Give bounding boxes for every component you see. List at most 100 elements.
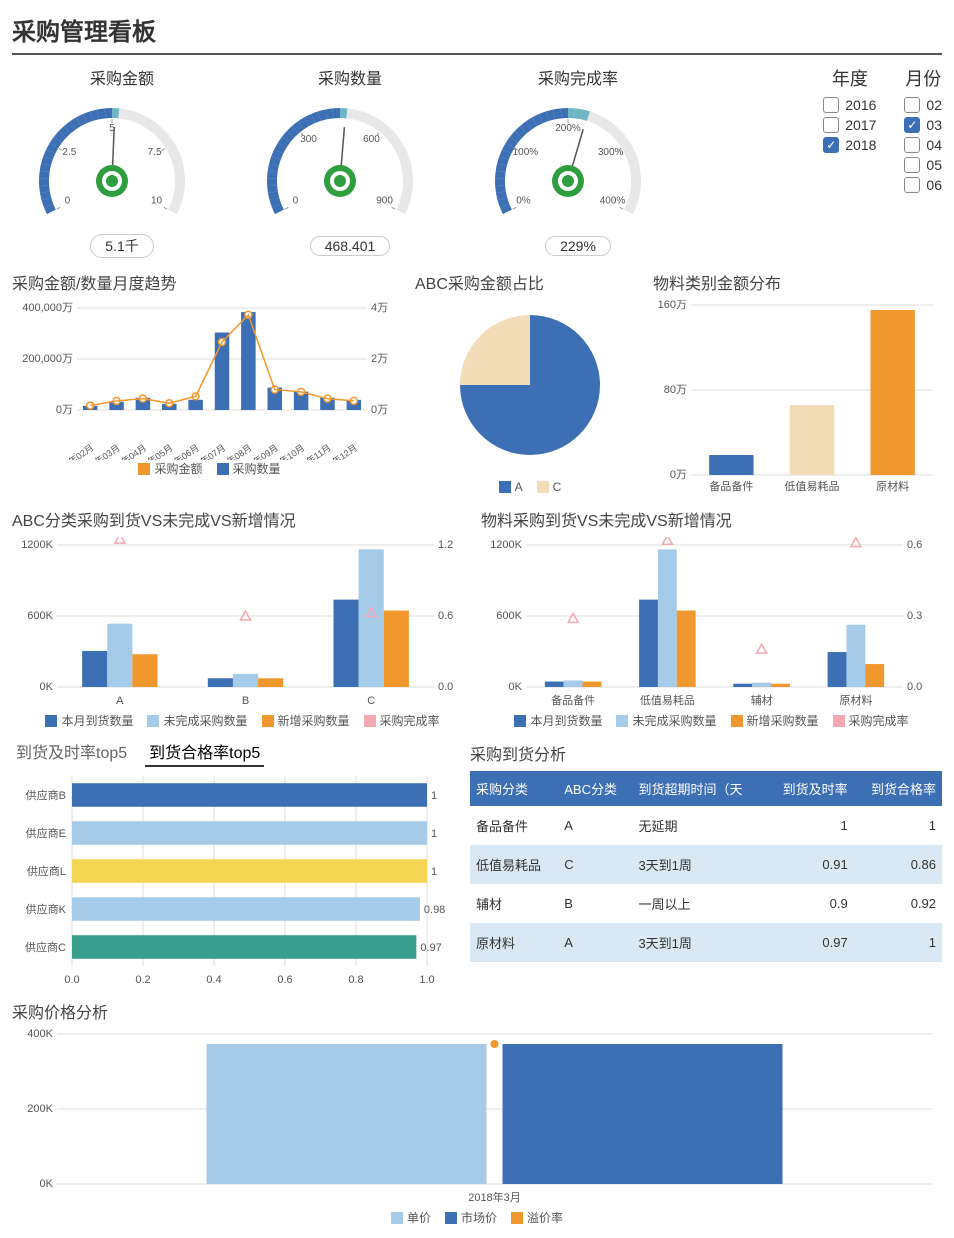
month-checkbox-04[interactable]: 04 [904, 137, 942, 153]
svg-text:1: 1 [431, 866, 437, 878]
svg-text:0%: 0% [516, 196, 531, 207]
svg-text:0.98: 0.98 [424, 904, 445, 916]
checkbox-label: 03 [926, 117, 942, 133]
filter-month-label: 月份 [904, 65, 942, 91]
table-row: 辅材B一周以上0.90.92 [470, 884, 942, 923]
svg-text:0K: 0K [40, 681, 54, 693]
month-checkbox-06[interactable]: 06 [904, 177, 942, 193]
svg-text:低值易耗品: 低值易耗品 [785, 480, 840, 493]
gauge-title: 采购金额 [12, 65, 232, 89]
arrival-table: 采购分类ABC分类到货超期时间（天到货及时率到货合格率备品备件A无延期11低值易… [470, 771, 942, 962]
legend-item: 未完成采购数量 [147, 712, 247, 729]
checkbox-label: 06 [926, 177, 942, 193]
table-row: 原材料A3天到1周0.971 [470, 923, 942, 962]
gauge-采购数量: 采购数量0300600900468.401 [240, 65, 460, 258]
table-header: 到货合格率 [854, 771, 942, 806]
page-title: 采购管理看板 [12, 12, 942, 55]
filter-year-label: 年度 [823, 65, 876, 91]
tab-1[interactable]: 到货合格率top5 [145, 737, 264, 767]
year-checkbox-2018[interactable]: ✓2018 [823, 137, 876, 153]
svg-text:0: 0 [293, 196, 299, 207]
svg-text:200,000万: 200,000万 [22, 353, 73, 365]
matbar-title: 物料类别金额分布 [653, 270, 942, 294]
svg-text:0.0: 0.0 [64, 974, 79, 986]
svg-text:10: 10 [151, 196, 163, 207]
checkbox-label: 2018 [845, 137, 876, 153]
svg-text:1.0: 1.0 [419, 974, 434, 986]
table-header: ABC分类 [558, 771, 632, 806]
pie-title: ABC采购金额占比 [415, 270, 645, 294]
svg-text:1200K: 1200K [21, 539, 53, 551]
top5-chart: 0.00.20.40.60.81.0供应商B1供应商E1供应商L1供应商K0.9… [12, 771, 452, 991]
gauge-title: 采购数量 [240, 65, 460, 89]
svg-text:供应商C: 供应商C [25, 940, 66, 954]
svg-text:供应商B: 供应商B [26, 788, 66, 802]
svg-text:0.0: 0.0 [438, 681, 453, 693]
gauge-采购完成率: 采购完成率0%100%200%300%400%229% [468, 65, 688, 258]
legend-item: 单价 [391, 1209, 431, 1226]
checkbox-label: 02 [926, 97, 942, 113]
gauge-采购金额: 采购金额02.557.5105.1千 [12, 65, 232, 258]
legend-item: A [499, 480, 523, 494]
month-checkbox-05[interactable]: 05 [904, 157, 942, 173]
checkbox-label: 2016 [845, 97, 876, 113]
svg-text:900: 900 [376, 196, 393, 207]
svg-text:600: 600 [363, 134, 380, 145]
pie-chart [415, 300, 645, 480]
svg-text:80万: 80万 [664, 384, 687, 396]
svg-text:0万: 0万 [670, 469, 687, 481]
matgroup-chart: 0K600K1200K0.00.30.6备品备件低值易耗品辅材原材料 [481, 537, 941, 712]
checkbox-label: 05 [926, 157, 942, 173]
svg-text:备品备件: 备品备件 [551, 693, 595, 707]
legend-item: 新增采购数量 [262, 712, 350, 729]
table-row: 备品备件A无延期11 [470, 806, 942, 845]
svg-text:0万: 0万 [371, 404, 388, 416]
svg-text:0.4: 0.4 [206, 974, 221, 986]
filters: 年度 2016 2017 ✓2018 月份 02 ✓03 04 05 06 [823, 65, 942, 258]
month-checkbox-02[interactable]: 02 [904, 97, 942, 113]
svg-text:低值易耗品: 低值易耗品 [640, 694, 695, 707]
table-row: 低值易耗品C3天到1周0.910.86 [470, 845, 942, 884]
svg-text:0K: 0K [509, 681, 523, 693]
svg-text:100%: 100% [513, 147, 539, 158]
legend-item: 本月到货数量 [514, 712, 602, 729]
svg-text:2万: 2万 [371, 353, 388, 365]
svg-text:0万: 0万 [56, 404, 73, 416]
legend-item: 采购完成率 [833, 712, 909, 729]
svg-text:辅材: 辅材 [751, 693, 773, 707]
svg-text:400,000万: 400,000万 [22, 302, 73, 314]
svg-text:200K: 200K [27, 1103, 53, 1115]
svg-text:备品备件: 备品备件 [709, 479, 753, 493]
svg-text:600K: 600K [496, 610, 522, 622]
svg-text:160万: 160万 [658, 300, 687, 311]
svg-text:供应商K: 供应商K [26, 902, 67, 916]
svg-text:4万: 4万 [371, 302, 388, 314]
abcgroup-title: ABC分类采购到货VS未完成VS新增情况 [12, 507, 473, 531]
svg-text:7.5: 7.5 [148, 147, 162, 158]
svg-text:400%: 400% [600, 196, 626, 207]
legend-item: 采购完成率 [364, 712, 440, 729]
svg-text:0.6: 0.6 [907, 539, 922, 551]
svg-text:0.97: 0.97 [420, 942, 441, 954]
table-header: 采购分类 [470, 771, 558, 806]
svg-text:0: 0 [65, 196, 71, 207]
svg-text:0.2: 0.2 [135, 974, 150, 986]
legend-item: 采购金额 [138, 460, 202, 477]
svg-text:400K: 400K [27, 1029, 53, 1040]
month-checkbox-03[interactable]: ✓03 [904, 117, 942, 133]
price-chart: 0K200K400K2018年3月 [12, 1029, 932, 1209]
legend-item: 新增采购数量 [731, 712, 819, 729]
year-checkbox-2017[interactable]: 2017 [823, 117, 876, 133]
abcgroup-chart: 0K600K1200K0.00.61.2ABC [12, 537, 472, 712]
legend-item: 市场价 [445, 1209, 497, 1226]
svg-text:供应商L: 供应商L [27, 864, 66, 878]
table-header: 到货超期时间（天 [632, 771, 765, 806]
table-title: 采购到货分析 [470, 741, 942, 765]
checkbox-label: 2017 [845, 117, 876, 133]
tab-0[interactable]: 到货及时率top5 [12, 737, 131, 767]
svg-text:200%: 200% [555, 123, 581, 134]
year-checkbox-2016[interactable]: 2016 [823, 97, 876, 113]
svg-text:600K: 600K [27, 610, 53, 622]
svg-text:原材料: 原材料 [839, 693, 872, 707]
svg-text:0.8: 0.8 [348, 974, 363, 986]
